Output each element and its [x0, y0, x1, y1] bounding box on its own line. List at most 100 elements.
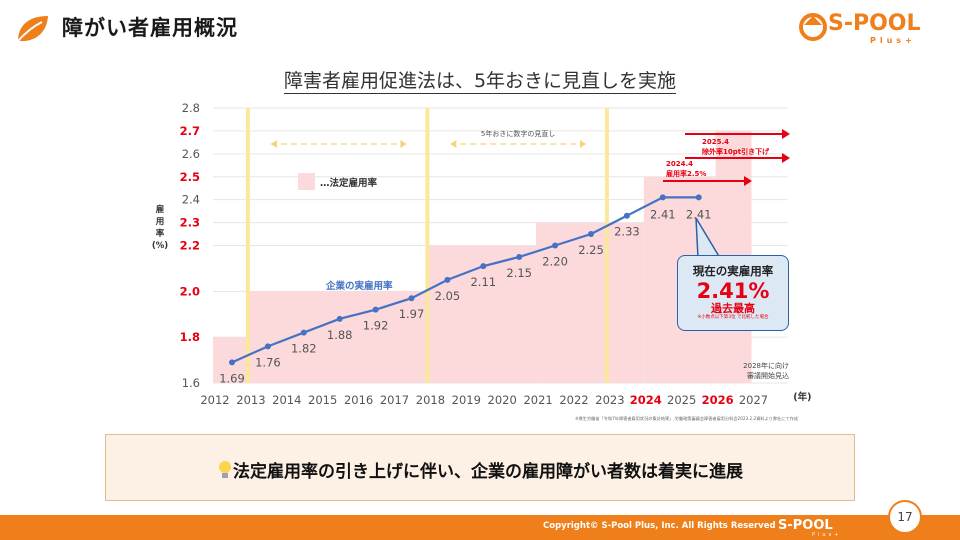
copyright-text: Copyright© S-Pool Plus, Inc. All Rights …	[543, 521, 776, 531]
conclusion-line: 法定雇用率の引き上げに伴い、企業の雇用障がい者数は着実に進展	[106, 457, 854, 482]
review-arrowhead	[270, 140, 277, 148]
actual-rate-point	[229, 359, 235, 366]
actual-rate-point	[372, 306, 379, 313]
chart-title: 障害者雇用促進法は、5年おきに見直しを実施	[283, 70, 677, 94]
annotation-2025: 除外率10pt引き下げ	[702, 147, 770, 156]
data-label: 1.88	[327, 328, 353, 342]
review-arrowhead	[579, 140, 586, 148]
y-tick-label: 1.8	[180, 330, 200, 344]
y-tick-label: 2.0	[180, 284, 200, 298]
annotation-2024: 2024.4	[666, 160, 693, 168]
annotation-2025: 2025.4	[702, 138, 729, 146]
x-tick-label: 2026	[702, 393, 734, 407]
arrowhead-2025	[782, 153, 790, 163]
actual-rate-point	[516, 253, 523, 260]
page-title: 障がい者雇用概況	[62, 16, 238, 40]
actual-rate-point	[264, 343, 271, 350]
y-tick-label: 2.6	[182, 147, 200, 161]
x-tick-label: 2016	[344, 393, 373, 407]
conclusion-text: 法定雇用率の引き上げに伴い、企業の雇用障がい者数は着実に進展	[233, 462, 743, 482]
x-tick-label: 2021	[523, 393, 552, 407]
y-tick-label: 1.6	[182, 376, 200, 390]
data-label: 2.05	[435, 289, 461, 303]
x-tick-label: 2023	[595, 393, 624, 407]
x-tick-label: 2012	[200, 393, 229, 407]
footer-logo: S-POOL	[778, 518, 833, 533]
data-label: 2.25	[578, 243, 604, 257]
page-number: 17	[897, 510, 913, 524]
y-axis-label: 率	[156, 228, 165, 239]
actual-rate-line	[231, 196, 699, 364]
x-tick-label: 2013	[236, 393, 265, 407]
review-year-line	[604, 108, 609, 383]
x-tick-label: 2024	[630, 393, 662, 407]
actual-rate-point	[588, 231, 594, 238]
legal-rate-bar	[248, 291, 429, 383]
data-label: 1.92	[363, 319, 389, 333]
callout-title: 現在の実雇用率	[692, 264, 774, 278]
y-tick-label: 2.2	[180, 239, 200, 253]
x-tick-label: 2019	[452, 393, 481, 407]
x-tick-label: 2014	[272, 393, 301, 407]
actual-rate-point	[695, 194, 702, 201]
series-label: 企業の実雇用率	[325, 280, 393, 292]
footer-logo-subtext: Plus+	[812, 532, 842, 538]
review-arrowhead	[400, 140, 407, 148]
actual-rate-point	[444, 276, 451, 283]
callout-value: 2.41%	[696, 279, 770, 303]
actual-rate-point	[659, 194, 666, 201]
logo-subtext: Plus+	[870, 36, 916, 45]
actual-rate-point	[408, 295, 415, 302]
data-label: 2.41	[650, 207, 676, 221]
logo-text: S-POOL	[828, 11, 921, 36]
y-tick-label: 2.3	[180, 216, 200, 230]
footer-bar: Copyright© S-Pool Plus, Inc. All Rights …	[0, 515, 960, 540]
review-label: 5年おきに数字の見直し	[481, 129, 555, 138]
y-tick-label: 2.5	[180, 170, 200, 184]
y-axis-label: (%)	[152, 241, 168, 251]
callout-subtitle: 過去最高	[711, 302, 755, 315]
legal-rate-bar	[536, 222, 644, 383]
x-tick-label: 2015	[308, 393, 337, 407]
review-year-line	[425, 108, 430, 383]
callout-note: ※小数点以下第3位 で比較した場合	[697, 315, 769, 320]
review-arrowhead	[450, 140, 457, 148]
y-tick-label: 2.4	[182, 193, 200, 207]
x-tick-label: 2017	[380, 393, 409, 407]
data-label: 2.20	[542, 255, 568, 269]
y-axis-label: 雇	[155, 204, 165, 215]
legend-label: …法定雇用率	[320, 177, 378, 189]
data-label: 1.82	[291, 342, 317, 356]
data-label: 1.76	[255, 355, 281, 369]
company-logo: S-POOL Plus+	[798, 10, 938, 48]
actual-rate-point	[336, 315, 343, 322]
employment-rate-chart: 5年おきに数字の見直し …法定雇用率 1.6 1.8 2.0 2.2 2.3 2.4 2.5 2.…	[152, 101, 812, 422]
current-rate-callout: 現在の実雇用率 2.41% 過去最高 ※小数点以下第3位 で比較した場合	[677, 255, 789, 331]
legend-swatch	[298, 173, 315, 190]
x-tick-label: 2025	[667, 393, 696, 407]
y-axis-label: 用	[155, 217, 165, 227]
arrowhead-2024	[744, 176, 752, 186]
annotation-2028: 2028年に向け	[743, 361, 789, 370]
review-year-line	[245, 108, 250, 383]
page-number-badge: 17	[888, 500, 922, 534]
y-tick-label: 2.7	[180, 124, 200, 138]
x-axis-label: (年)	[793, 391, 811, 403]
conclusion-box: 法定雇用率の引き上げに伴い、企業の雇用障がい者数は着実に進展	[105, 434, 855, 501]
data-label: 2.11	[470, 275, 496, 289]
data-label: 1.97	[399, 307, 425, 321]
annotation-2028: 審議開始見込	[747, 371, 789, 380]
actual-rate-point	[480, 263, 487, 270]
leaf-icon	[17, 16, 48, 42]
data-label: 2.33	[614, 225, 640, 239]
actual-rate-point	[300, 329, 307, 336]
bubble-pointer-icon	[695, 217, 722, 259]
actual-rate-point	[552, 242, 559, 249]
annotation-2024: 雇用率2.5%	[666, 169, 706, 178]
data-label: 2.15	[506, 266, 532, 280]
source-note: ※厚生労働省「令和7年障害者雇用状況の集計結果」,労働政策審議会障害者雇用分科会…	[575, 415, 798, 422]
x-tick-label: 2020	[488, 393, 517, 407]
lightbulb-icon	[219, 461, 231, 478]
y-tick-label: 2.8	[182, 101, 200, 115]
arrowhead-2025	[782, 129, 790, 139]
